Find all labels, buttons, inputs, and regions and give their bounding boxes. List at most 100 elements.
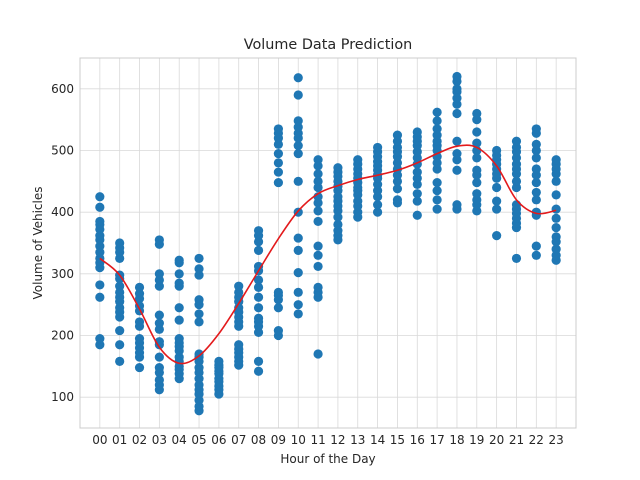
data-point (511, 176, 522, 186)
prediction-line (99, 144, 557, 365)
data-point (293, 148, 303, 159)
x-tick-label: 04 (172, 433, 187, 447)
data-point (95, 216, 105, 227)
data-point (531, 250, 541, 260)
data-point (273, 303, 283, 313)
data-point (273, 167, 283, 177)
data-point (432, 185, 442, 196)
data-point (234, 281, 244, 291)
data-point (472, 127, 482, 137)
x-tick-label: 01 (112, 433, 127, 447)
data-point (115, 325, 125, 336)
data-point (392, 130, 403, 140)
x-tick-label: 13 (350, 433, 365, 447)
data-point (253, 245, 264, 255)
x-tick-label: 23 (549, 433, 564, 447)
data-point (115, 356, 125, 366)
data-point (531, 124, 541, 134)
data-point (174, 278, 184, 288)
data-point (313, 282, 323, 292)
x-tick-label: 16 (410, 433, 425, 447)
data-point (253, 292, 264, 302)
data-point (472, 153, 482, 163)
y-tick-labels: 100 200 300 400 500 600 (51, 82, 74, 404)
data-point (253, 261, 264, 272)
data-point (313, 261, 323, 272)
data-point (154, 318, 164, 328)
x-tick-label: 11 (310, 433, 325, 447)
x-axis-label: Hour of the Day (280, 452, 375, 466)
data-point (253, 366, 264, 376)
data-point (551, 244, 561, 254)
data-point (194, 317, 204, 327)
data-point (273, 124, 283, 134)
prediction-curve (99, 144, 557, 365)
data-point (353, 155, 363, 165)
data-point (373, 200, 383, 210)
data-point (373, 207, 383, 217)
data-point (432, 107, 442, 117)
data-point (194, 253, 204, 264)
x-tick-label: 00 (92, 433, 107, 447)
data-point (452, 148, 462, 159)
data-point (452, 71, 462, 82)
data-point (154, 269, 164, 279)
data-point (452, 165, 462, 175)
data-point (313, 176, 323, 186)
y-tick-label: 600 (51, 82, 74, 96)
data-point (253, 313, 264, 323)
data-point (313, 250, 323, 260)
data-point (492, 231, 502, 241)
data-point (234, 340, 244, 350)
data-point (531, 164, 541, 174)
axes-border (79, 57, 577, 429)
data-point (313, 241, 323, 251)
data-point (293, 73, 303, 83)
data-point (531, 187, 541, 198)
x-tick-label: 20 (489, 433, 504, 447)
data-point (134, 317, 145, 327)
data-point (551, 155, 561, 165)
x-tick-label: 22 (529, 433, 544, 447)
y-tick-label: 500 (51, 144, 74, 158)
data-point (511, 253, 522, 264)
data-point (531, 139, 541, 149)
data-point (511, 200, 522, 210)
data-point (273, 325, 283, 336)
data-point (293, 287, 303, 297)
y-tick-label: 400 (51, 205, 74, 219)
data-point (154, 310, 164, 320)
data-point (392, 184, 403, 194)
y-tick-label: 200 (51, 329, 74, 343)
data-point (392, 195, 403, 205)
data-point (95, 292, 105, 302)
x-tick-label: 08 (251, 433, 266, 447)
x-tick-label: 12 (330, 433, 345, 447)
data-point (95, 333, 105, 344)
data-point (412, 210, 422, 220)
data-point (472, 189, 482, 199)
data-point (472, 108, 482, 119)
x-tick-label: 03 (152, 433, 167, 447)
data-point (293, 176, 303, 186)
data-point (551, 232, 561, 242)
data-point (194, 295, 204, 305)
data-point (154, 235, 164, 245)
x-tick-labels: 00 01 02 03 04 05 06 07 08 09 10 11 12 13 14 15 16 17 18 19… (92, 433, 564, 447)
data-point (432, 177, 442, 188)
data-point (492, 204, 502, 214)
data-point (551, 204, 561, 214)
data-point (253, 303, 264, 313)
data-point (373, 142, 383, 153)
data-point (174, 303, 184, 313)
data-point (293, 245, 303, 255)
data-point (452, 84, 462, 94)
data-point (412, 196, 422, 206)
x-tick-label: 15 (390, 433, 405, 447)
data-point (531, 153, 541, 163)
data-point (472, 138, 482, 148)
data-point (253, 282, 264, 292)
data-point (293, 90, 303, 100)
data-point (492, 196, 502, 206)
